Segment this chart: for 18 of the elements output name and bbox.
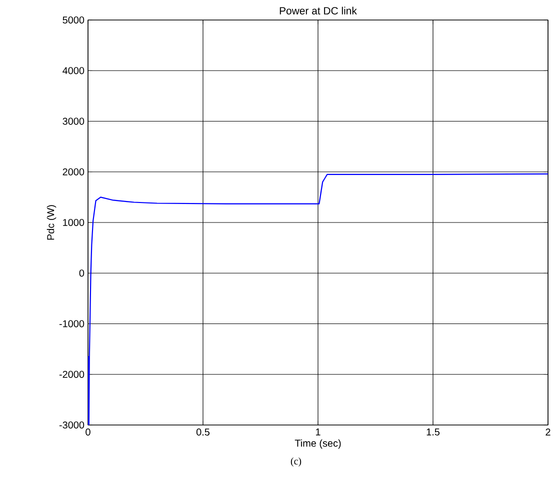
y-tick-label: 3000 [62,118,84,125]
y-tick-label: -3000 [59,421,84,429]
text: (c) [290,457,302,467]
y-tick-label: 5000 [62,16,84,24]
x-tick-label: 0 [86,428,90,436]
x-tick-label: 1.5 [426,428,440,436]
y-tick-label: -1000 [59,320,84,328]
x-tick-label: 0.5 [196,428,210,436]
chart-title: Power at DC link [280,6,357,14]
x-tick-label: 1 [316,428,320,436]
x-tick-label: 2 [546,428,550,436]
y-axis-title: Pdc (W) [46,205,56,240]
y-tick-label: 4000 [62,67,84,74]
x-axis-title: Time (sec) [294,439,341,449]
y-tick-label: -2000 [59,370,84,378]
y-tick-label: 0 [79,270,84,277]
y-tick-label: 2000 [62,168,84,176]
y-tick-label: 1000 [63,218,84,226]
